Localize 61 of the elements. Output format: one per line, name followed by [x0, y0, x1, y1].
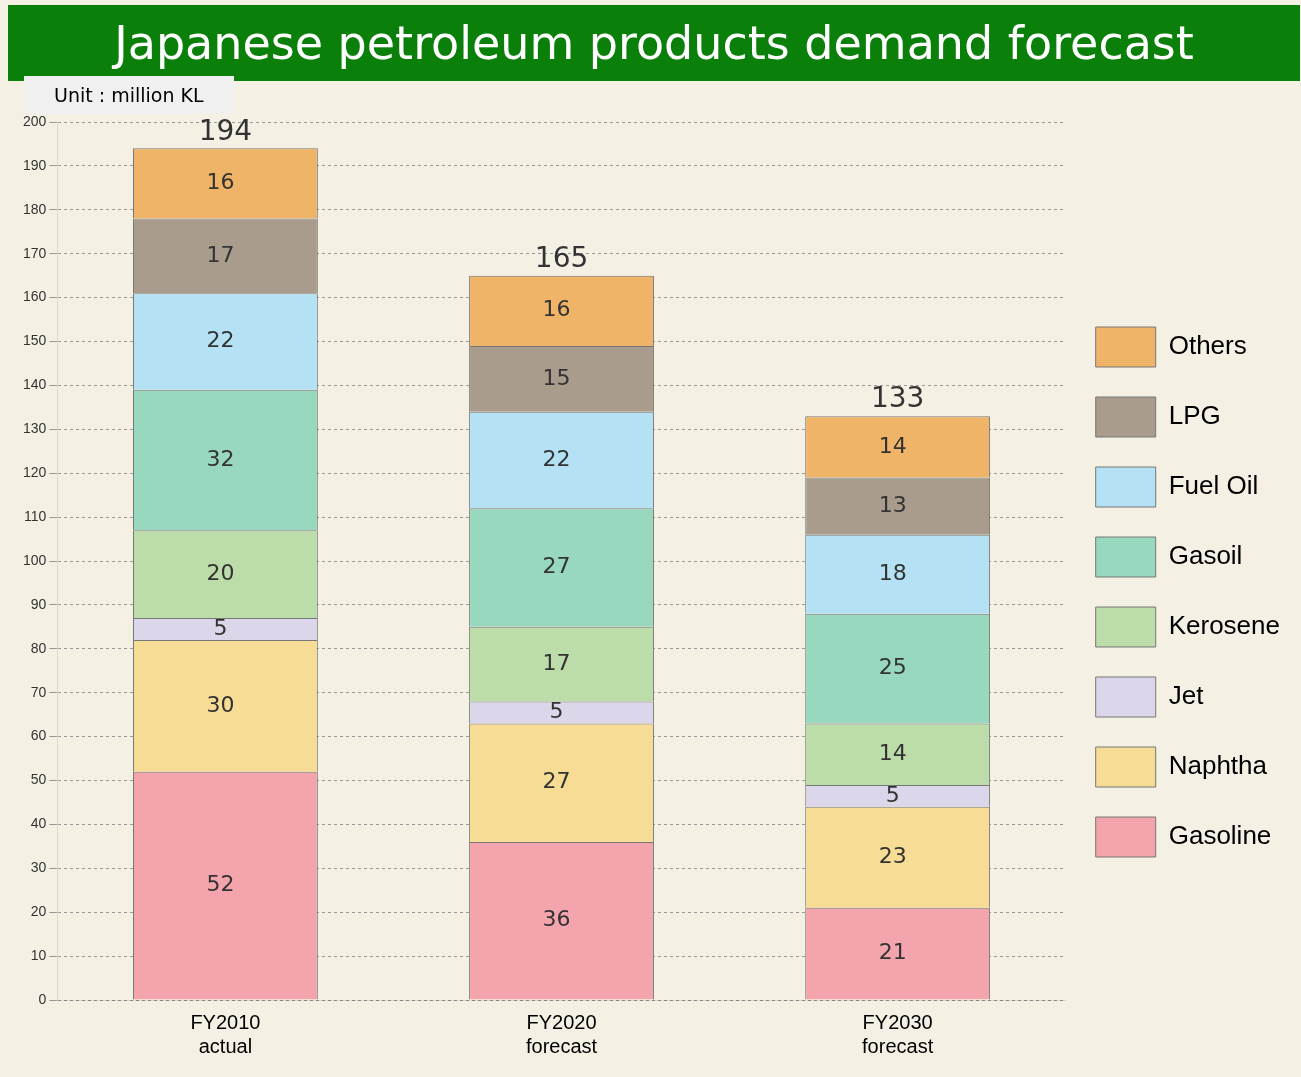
- text: Unit : million KL: [24, 76, 234, 114]
- legend-label: Kerosene: [1168, 610, 1281, 641]
- y-tick-label: 140: [23, 376, 47, 393]
- data-label: 25: [878, 654, 907, 680]
- y-tick-label: 110: [24, 507, 47, 524]
- y-tick-label: 30: [30, 859, 47, 876]
- total-label: 194: [198, 113, 253, 147]
- y-tick-label: 180: [23, 200, 47, 217]
- data-label: 14: [878, 432, 907, 458]
- legend-label: Gasoline: [1168, 820, 1272, 851]
- data-label: 5: [549, 698, 564, 724]
- chart-title: Japanese petroleum products demand forecast: [8, 5, 1300, 81]
- y-tick-label: 0: [38, 990, 47, 1007]
- data-label: 13: [878, 491, 907, 517]
- data-label: 18: [878, 559, 907, 585]
- y-tick-label: 90: [30, 595, 47, 612]
- legend-label: Naphtha: [1168, 750, 1268, 781]
- y-tick-label: 60: [30, 727, 47, 744]
- data-label: 17: [542, 649, 571, 675]
- x-tick-label: FY2010 actual: [190, 1010, 261, 1057]
- data-label: 52: [206, 871, 235, 897]
- y-tick-label: 10: [30, 946, 47, 963]
- total-label: 165: [534, 240, 589, 274]
- data-label: 16: [542, 296, 571, 322]
- data-label: 23: [878, 843, 907, 869]
- legend-label: Fuel Oil: [1168, 470, 1259, 501]
- y-tick-label: 120: [23, 464, 47, 481]
- data-label: 16: [206, 169, 235, 195]
- data-label: 17: [206, 241, 235, 267]
- data-label: 27: [542, 553, 571, 579]
- y-tick-label: 170: [23, 244, 47, 261]
- y-tick-label: 50: [30, 771, 47, 788]
- y-tick-label: 190: [23, 156, 47, 173]
- data-label: 20: [206, 559, 235, 585]
- data-label: 22: [206, 327, 235, 353]
- y-tick-label: 100: [23, 551, 47, 568]
- data-label: 27: [542, 768, 571, 794]
- total-label: 133: [870, 381, 925, 415]
- y-tick-label: 20: [30, 903, 47, 920]
- y-tick-label: 80: [30, 639, 47, 656]
- data-label: 21: [878, 939, 907, 965]
- legend-label: Gasoil: [1168, 540, 1243, 571]
- x-tick-label: FY2020 forecast: [525, 1010, 598, 1057]
- data-label: 15: [542, 364, 571, 390]
- y-tick-label: 160: [23, 288, 47, 305]
- y-tick-label: 40: [30, 815, 47, 832]
- legend-label: Jet: [1168, 680, 1205, 711]
- data-label: 5: [885, 781, 900, 807]
- x-tick-label: FY2030 forecast: [862, 1010, 934, 1057]
- data-label: 22: [542, 445, 571, 471]
- legend-label: Others: [1168, 330, 1247, 361]
- y-tick-label: 150: [23, 332, 47, 349]
- y-tick-label: 70: [30, 683, 47, 700]
- legend-label: LPG: [1168, 400, 1221, 431]
- y-tick-label: 200: [23, 112, 47, 129]
- data-label: 5: [213, 614, 228, 640]
- data-label: 30: [206, 691, 235, 717]
- data-label: 36: [542, 906, 571, 932]
- y-tick-label: 130: [23, 420, 47, 437]
- data-label: 32: [206, 445, 235, 471]
- data-label: 14: [878, 739, 907, 765]
